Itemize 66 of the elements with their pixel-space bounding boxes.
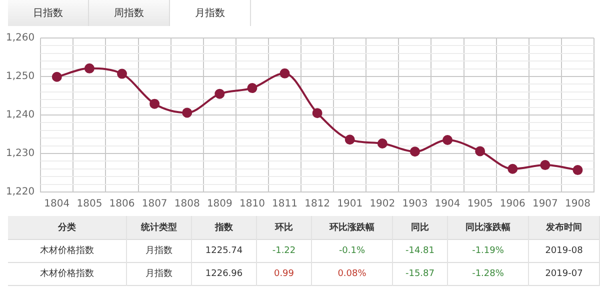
x-tick-label: 1808 <box>174 198 200 210</box>
point <box>52 72 62 82</box>
text: 2019-08 <box>528 239 600 262</box>
y-tick-label: 1,250 <box>6 71 35 82</box>
text: 统计类型 <box>126 216 192 239</box>
x-tick-label: 1905 <box>467 198 493 210</box>
x-tick-label: 1901 <box>337 198 363 210</box>
x-tick-label: 1903 <box>402 198 428 210</box>
text: 周指数 <box>89 0 170 26</box>
x-tick-label: 1904 <box>434 198 460 210</box>
y-tick-label: 1,240 <box>6 110 35 121</box>
point <box>572 165 583 176</box>
y-tick-label: 1,220 <box>6 186 35 198</box>
text: 同比涨跌幅 <box>448 216 528 239</box>
y-tick-label: 1,230 <box>6 148 35 160</box>
x-tick-label: 1908 <box>565 198 590 210</box>
point <box>280 68 290 78</box>
text: 环比涨跌幅 <box>312 216 392 239</box>
text: -1.28% <box>448 262 528 285</box>
text: -1.19% <box>448 239 528 262</box>
text: 日指数 <box>8 0 89 26</box>
text: 同比 <box>392 216 448 239</box>
text: -15.87 <box>392 262 448 285</box>
point <box>214 88 225 99</box>
point <box>344 134 355 145</box>
point <box>540 160 550 170</box>
x-tick-label: 1807 <box>142 198 168 210</box>
x-tick-label: 1902 <box>370 198 396 210</box>
text: -0.1% <box>312 239 392 262</box>
x-tick-label: 1805 <box>76 198 102 210</box>
point <box>442 135 453 146</box>
x-tick-label: 1810 <box>239 198 265 210</box>
text: 月指数 <box>170 0 251 26</box>
text: 0.99 <box>256 262 312 285</box>
point <box>117 68 128 79</box>
point <box>312 108 322 118</box>
text: 月指数 <box>126 262 192 285</box>
x-tick-label: 1907 <box>532 198 558 210</box>
x-tick-label: 1811 <box>272 198 298 210</box>
y-tick-label: 1,260 <box>6 32 35 44</box>
point <box>84 63 94 74</box>
text: 2019-07 <box>528 262 600 285</box>
x-tick-label: 1809 <box>206 198 232 210</box>
text: 环比 <box>256 216 312 239</box>
text: 木材价格指数 <box>8 262 126 285</box>
text: -1.22 <box>256 239 312 262</box>
x-tick-label: 1812 <box>304 198 330 210</box>
point <box>247 83 258 94</box>
point <box>150 98 160 109</box>
text: 1226.96 <box>192 262 256 285</box>
point <box>475 146 486 156</box>
x-tick-label: 1806 <box>109 198 135 210</box>
text: 指数 <box>192 216 256 239</box>
text: 分类 <box>8 216 126 239</box>
text: 月指数 <box>126 239 192 262</box>
text: -14.81 <box>392 239 448 262</box>
text: 发布时间 <box>528 216 600 239</box>
point <box>182 108 192 118</box>
point <box>410 146 420 157</box>
text: 木材价格指数 <box>8 239 126 262</box>
text: 1225.74 <box>192 239 256 262</box>
x-tick-label: 1906 <box>500 198 526 210</box>
point <box>377 138 388 148</box>
point <box>508 164 518 174</box>
text: 0.08% <box>312 262 392 285</box>
x-tick-label: 1804 <box>44 198 70 210</box>
